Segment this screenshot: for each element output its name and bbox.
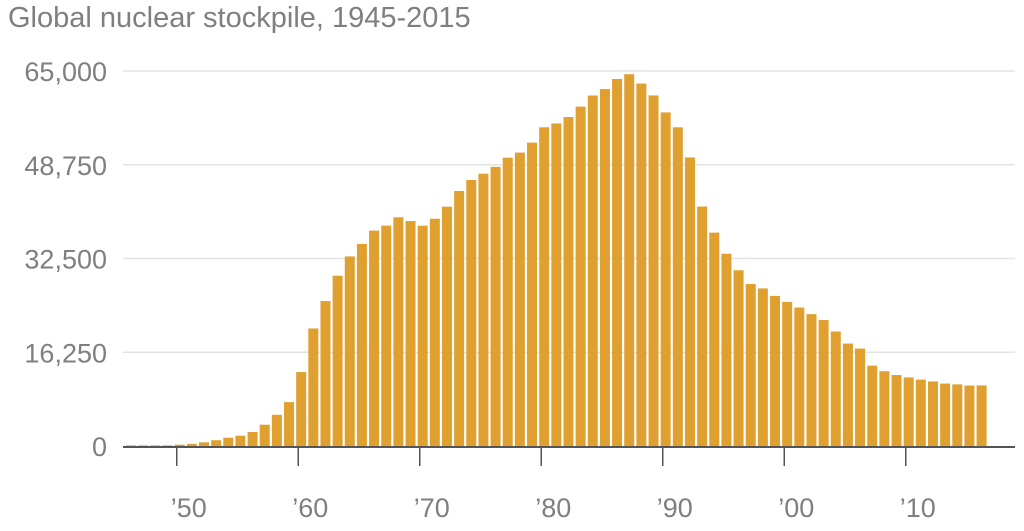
bar xyxy=(393,217,404,446)
bar xyxy=(599,89,610,446)
bar xyxy=(891,375,902,446)
bar xyxy=(539,127,550,447)
bar xyxy=(757,288,768,446)
bar xyxy=(660,112,671,446)
bar xyxy=(247,432,258,446)
bar xyxy=(308,328,319,446)
x-tick-label: ’60 xyxy=(292,493,328,523)
bar xyxy=(441,206,452,446)
bar xyxy=(466,179,477,446)
bar xyxy=(879,371,890,446)
bar xyxy=(940,383,951,446)
bar xyxy=(648,95,659,446)
bar xyxy=(697,206,708,446)
bar xyxy=(587,95,598,446)
y-tick-label: 48,750 xyxy=(24,151,107,181)
bar xyxy=(709,232,720,446)
y-tick-label: 16,250 xyxy=(24,338,107,368)
bar xyxy=(405,221,416,446)
y-tick-label: 32,500 xyxy=(24,245,107,275)
x-tick-label: ’80 xyxy=(535,493,571,523)
bar xyxy=(162,445,173,446)
bar xyxy=(842,343,853,446)
bar xyxy=(794,307,805,446)
bar xyxy=(332,275,343,446)
bar xyxy=(575,106,586,446)
bar xyxy=(344,256,355,446)
x-axis-ticks: ’50 ’60 ’70 ’80 ’90 ’00 ’10 xyxy=(171,448,936,523)
bar xyxy=(903,377,914,446)
bar xyxy=(381,225,392,446)
bar xyxy=(830,331,841,446)
bar xyxy=(211,440,222,446)
bar xyxy=(502,157,513,446)
bars xyxy=(126,74,987,447)
x-tick-label: ’50 xyxy=(171,493,207,523)
bar xyxy=(296,372,307,446)
bar xyxy=(320,301,331,446)
bar xyxy=(150,445,161,446)
bar xyxy=(636,83,647,447)
bar xyxy=(490,166,501,446)
bar xyxy=(952,384,963,446)
bar xyxy=(454,190,465,446)
bar xyxy=(855,348,866,446)
bar xyxy=(284,402,295,446)
bar xyxy=(782,301,793,446)
bar xyxy=(563,117,574,446)
bar xyxy=(356,243,367,446)
bar xyxy=(745,283,756,446)
bar xyxy=(867,365,878,446)
bar xyxy=(721,253,732,446)
y-tick-label: 0 xyxy=(92,432,107,462)
bar xyxy=(770,295,781,446)
bar xyxy=(235,435,246,446)
bar xyxy=(126,445,137,446)
bar xyxy=(223,437,234,446)
bar xyxy=(624,74,635,447)
bar xyxy=(927,381,938,446)
chart-title: Global nuclear stockpile, 1945-2015 xyxy=(8,2,471,34)
bar xyxy=(478,173,489,446)
bar xyxy=(964,385,975,446)
x-tick-label: ’10 xyxy=(900,493,936,523)
bar xyxy=(612,78,623,446)
y-axis-tick-labels: 0 16,250 32,500 48,750 65,000 xyxy=(24,57,107,462)
bar xyxy=(369,230,380,446)
bar xyxy=(684,157,695,447)
bar xyxy=(818,320,829,446)
bar xyxy=(198,442,209,446)
x-tick-label: ’70 xyxy=(414,493,450,523)
y-tick-label: 65,000 xyxy=(24,57,107,87)
bar xyxy=(551,123,562,447)
bar xyxy=(186,443,197,446)
bar xyxy=(806,314,817,446)
x-tick-label: ’90 xyxy=(657,493,693,523)
bar xyxy=(527,142,538,446)
x-tick-label: ’00 xyxy=(778,493,814,523)
bar xyxy=(976,385,987,446)
bar xyxy=(429,218,440,446)
bar xyxy=(174,444,185,446)
bar xyxy=(259,424,270,446)
bar xyxy=(733,270,744,446)
bar xyxy=(138,445,149,446)
bar xyxy=(417,225,428,446)
bar xyxy=(672,127,683,446)
bar xyxy=(915,379,926,446)
bar xyxy=(514,152,525,446)
bar xyxy=(271,414,282,446)
